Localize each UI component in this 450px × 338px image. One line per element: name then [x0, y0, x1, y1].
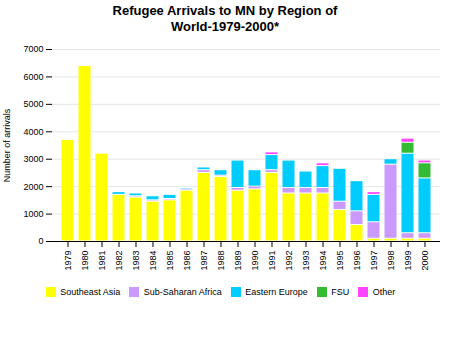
html-text:Refugee Arrivals to MN by Regi: Refugee Arrivals to MN by Region of Worl…	[112, 3, 338, 34]
svg-text:4000: 4000	[23, 127, 43, 137]
svg-text:1995: 1995	[335, 251, 345, 271]
svg-text:1991: 1991	[267, 251, 277, 271]
svg-text:1998: 1998	[386, 251, 396, 271]
svg-text:Number of arrivals: Number of arrivals	[2, 108, 12, 182]
svg-text:1986: 1986	[182, 251, 192, 271]
svg-text:1987: 1987	[199, 251, 209, 271]
html-text:Other: Other	[372, 286, 396, 297]
svg-text:6000: 6000	[23, 72, 43, 82]
svg-text:2000: 2000	[23, 182, 43, 192]
svg-text:5000: 5000	[23, 99, 43, 109]
svg-text:1980: 1980	[80, 251, 90, 271]
svg-text:1981: 1981	[97, 251, 107, 271]
svg-text:0: 0	[38, 236, 43, 246]
svg-text:1985: 1985	[165, 251, 175, 271]
svg-text:1996: 1996	[352, 251, 362, 271]
svg-text:1990: 1990	[250, 251, 260, 271]
svg-text:2000: 2000	[420, 251, 430, 271]
svg-text:1984: 1984	[148, 251, 158, 271]
svg-text:1999: 1999	[403, 251, 413, 271]
svg-text:1979: 1979	[63, 251, 73, 271]
html-text:Eastern Europe: Eastern Europe	[245, 286, 308, 297]
svg-text:1988: 1988	[216, 251, 226, 271]
html-text:Southeast Asia: Southeast Asia	[60, 286, 121, 297]
svg-text:1992: 1992	[284, 251, 294, 271]
svg-text:7000: 7000	[23, 44, 43, 54]
svg-text:3000: 3000	[23, 154, 43, 164]
svg-text:1983: 1983	[131, 251, 141, 271]
svg-text:1000: 1000	[23, 209, 43, 219]
svg-text:1993: 1993	[301, 251, 311, 271]
svg-text:1989: 1989	[233, 251, 243, 271]
svg-text:1994: 1994	[318, 251, 328, 271]
svg-text:1997: 1997	[369, 251, 379, 271]
html-text:Sub-Saharan Africa: Sub-Saharan Africa	[143, 286, 222, 297]
html-text:FSU: FSU	[331, 286, 350, 297]
svg-text:1982: 1982	[114, 251, 124, 271]
